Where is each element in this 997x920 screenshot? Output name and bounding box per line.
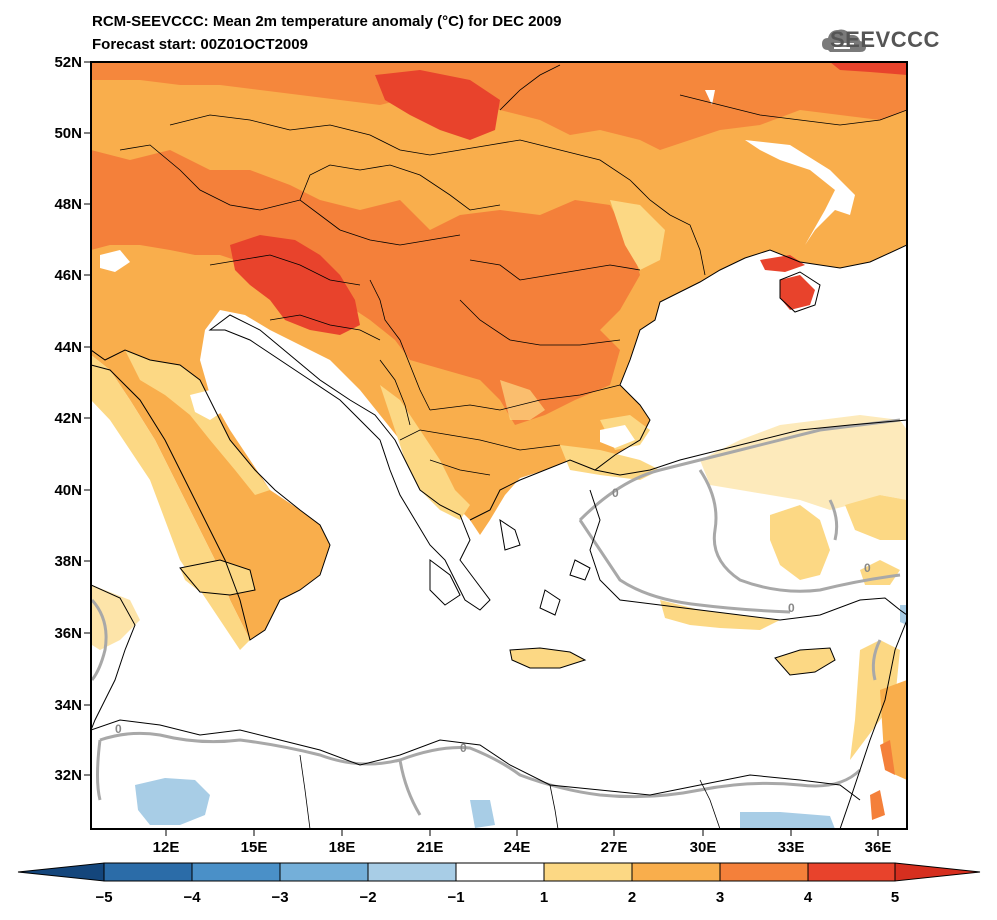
colorbar-left-arrow (17, 862, 105, 882)
zero-contour (91, 418, 901, 816)
lon-label: 24E (504, 839, 531, 856)
colorbar-label: 4 (804, 889, 813, 906)
svg-text:0: 0 (864, 561, 871, 575)
lon-label: 15E (241, 839, 268, 856)
forecast-start-label: Forecast start: 00Z01OCT2009 (92, 36, 308, 53)
lat-label: 32N (54, 767, 82, 784)
colorbar-segment (543, 862, 633, 882)
svg-text:0: 0 (460, 741, 467, 755)
cloud-icon (822, 29, 866, 52)
colorbar-label: 5 (891, 889, 899, 906)
lat-label: 40N (54, 482, 82, 499)
colorbar-label: −2 (359, 889, 376, 906)
lon-label: 27E (601, 839, 628, 856)
longitude-axis (165, 829, 879, 836)
svg-text:0: 0 (115, 722, 122, 736)
lon-label: 33E (778, 839, 805, 856)
colorbar-label: 3 (716, 889, 724, 906)
lon-label: 18E (329, 839, 356, 856)
country-borders (119, 64, 907, 829)
latitude-axis (84, 61, 91, 776)
svg-text:0: 0 (612, 486, 619, 500)
colorbar-right-arrow (894, 862, 981, 882)
lon-label: 21E (417, 839, 444, 856)
colorbar-label: 1 (540, 889, 548, 906)
lat-label: 48N (54, 196, 82, 213)
longitude-labels: 12E 15E 18E 21E 24E 27E 30E 33E 36E (153, 839, 892, 856)
colorbar-segment (191, 862, 281, 882)
colorbar-label: 2 (628, 889, 636, 906)
colorbar-segment (631, 862, 721, 882)
svg-text:0: 0 (788, 601, 795, 615)
lon-label: 30E (690, 839, 717, 856)
colorbar-segment (807, 862, 896, 882)
colorbar-segment (455, 862, 545, 882)
colorbar-label: −3 (271, 889, 288, 906)
map-field: 0 0 0 0 0 (91, 62, 907, 829)
colorbar (17, 862, 981, 882)
colorbar-segment (103, 862, 193, 882)
colorbar-segment (279, 862, 369, 882)
latitude-labels: 52N 50N 48N 46N 44N 42N 40N 38N 36N 34N … (54, 54, 82, 784)
logo-text: SEEVCCC (830, 27, 940, 52)
colorbar-label: −1 (447, 889, 464, 906)
colorbar-labels: −5 −4 −3 −2 −1 1 2 3 4 5 (95, 889, 899, 906)
coastlines (91, 244, 907, 829)
colorbar-label: −5 (95, 889, 112, 906)
colorbar-label: −4 (183, 889, 201, 906)
lon-label: 12E (153, 839, 180, 856)
lat-label: 44N (54, 339, 82, 356)
lat-label: 38N (54, 553, 82, 570)
lat-label: 50N (54, 125, 82, 142)
map-frame (90, 61, 908, 830)
chart-title: RCM-SEEVCCC: Mean 2m temperature anomaly… (92, 13, 562, 30)
lat-label: 34N (54, 697, 82, 714)
contour-labels: 0 0 0 0 0 (115, 486, 871, 755)
lat-label: 36N (54, 625, 82, 642)
lat-label: 52N (54, 54, 82, 71)
lon-label: 36E (865, 839, 892, 856)
colorbar-segment (719, 862, 809, 882)
colorbar-segment (367, 862, 457, 882)
lat-label: 42N (54, 410, 82, 427)
lat-label: 46N (54, 267, 82, 284)
